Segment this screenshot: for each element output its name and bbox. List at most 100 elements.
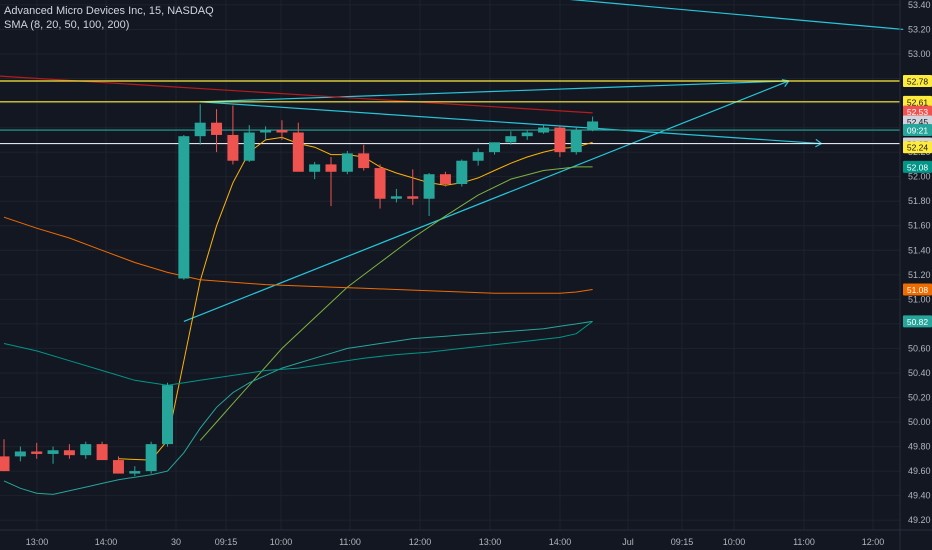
sma-200-line [3,216,593,294]
y-tick-label: 53.40 [908,0,931,10]
candle-up [489,142,500,153]
chart-drawings[interactable] [0,0,904,322]
candles [0,104,599,477]
y-tick-label: 49.80 [908,442,931,452]
x-tick-label: 14:00 [549,537,572,547]
price-label: 50.82 [907,317,929,327]
candle-down [31,451,43,454]
candle-up [14,451,26,457]
candle-up [423,174,435,199]
x-tick-label: 13:00 [479,537,502,547]
candle-up [570,130,582,153]
candle-up [538,127,550,133]
candle-up [505,136,517,143]
price-label-box [903,283,932,296]
candle-down [292,132,304,172]
y-tick-label: 51.60 [908,221,931,231]
x-tick-label: 10:00 [270,537,293,547]
price-label-box [903,95,932,108]
y-tick-label: 49.20 [908,515,931,525]
candle-down [358,153,370,169]
candle-up [178,136,190,279]
candle-down [374,168,386,199]
price-label-box [903,160,932,173]
x-tick-label: 09:15 [215,537,238,547]
price-label-box [903,74,932,87]
candle-down [407,196,419,199]
y-tick-label: 53.00 [908,49,931,59]
candle-down [63,450,75,456]
y-tick-label: 50.20 [908,393,931,403]
chart-legend: Advanced Micro Devices Inc, 15, NASDAQ S… [4,4,214,32]
y-tick-label: 51.80 [908,196,931,206]
trend-line [0,75,593,114]
candle-up [309,164,321,172]
price-label: 52.61 [907,97,929,107]
candle-up [587,121,599,131]
y-tick-label: 53.20 [908,24,931,34]
x-tick-label: 11:00 [793,537,815,547]
candle-up [472,152,484,161]
price-label-box [903,124,932,137]
price-label-box [903,141,932,154]
price-label: 52.08 [907,162,929,172]
sma-50-line [3,320,593,495]
candle-up [390,196,402,199]
candle-down [211,122,223,135]
sma-lines [3,136,593,495]
candle-up [194,122,206,137]
sma-100-line [3,321,593,386]
y-tick-label: 49.40 [908,491,931,501]
x-tick-label: 12:00 [409,537,432,547]
price-label: 52.45 [907,117,929,127]
x-tick-label: 13:00 [26,537,49,547]
x-tick-label: 09:15 [671,537,694,547]
sma-8-line [118,136,593,461]
x-tick-label: 12:00 [862,537,885,547]
price-label: 51.08 [907,285,929,295]
x-tick-label: Jul [622,537,634,547]
candle-up [47,450,59,454]
x-tick-label: 11:00 [339,537,361,547]
candle-up [162,385,173,445]
x-tick-label: 30 [171,537,181,547]
y-tick-label: 49.60 [908,466,931,476]
price-label: 09:21 [907,126,929,136]
candle-up [456,160,468,185]
trend-line [183,80,790,322]
candle-up [341,153,353,172]
candle-down [325,164,337,172]
candle-down [0,456,10,472]
candle-down [112,460,124,474]
sma-20-line [199,166,593,441]
candle-up [129,471,141,474]
trend-line [569,0,904,31]
candle-down [554,127,566,153]
candle-down [227,134,239,161]
price-label: 52.53 [907,107,929,117]
y-tick-label: 52.00 [908,172,931,182]
trend-line [200,101,822,145]
price-label: 52.24 [907,143,929,153]
indicator-title[interactable]: SMA (8, 20, 50, 100, 200) [4,19,130,31]
x-tick-label: 14:00 [95,537,118,547]
trend-line [200,80,789,103]
y-tick-label: 50.40 [908,368,931,378]
y-tick-label: 51.40 [908,245,931,255]
symbol-title[interactable]: Advanced Micro Devices Inc, 15, NASDAQ [4,5,214,17]
x-tick-label: 10:00 [723,537,746,547]
candle-up [80,444,92,456]
price-label-box [903,105,932,118]
y-tick-label: 51.00 [908,294,931,304]
y-tick-label: 50.60 [908,343,931,353]
y-tick-label: 50.00 [908,417,931,427]
price-label-box [903,315,932,328]
candle-up [521,132,533,137]
chart-grid [0,0,900,530]
candle-down [276,130,288,133]
candle-up [145,444,157,472]
candle-down [439,174,451,185]
y-tick-label: 51.20 [908,270,931,280]
